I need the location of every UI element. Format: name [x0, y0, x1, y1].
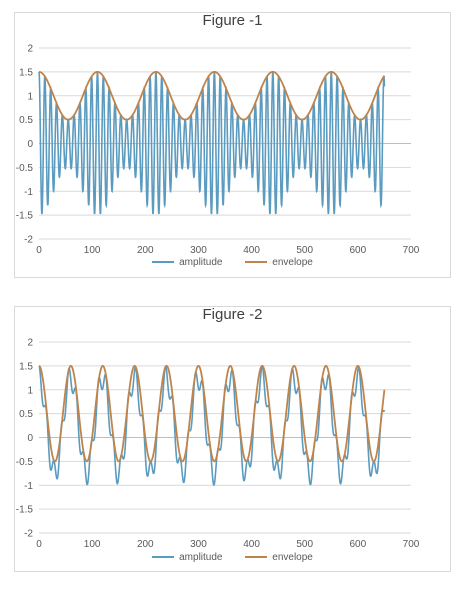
- chart-title: Figure -2: [202, 306, 263, 323]
- legend: amplitude envelope: [15, 550, 450, 563]
- legend-swatch-amplitude: [152, 261, 175, 263]
- y-tick-label: -1.5: [16, 211, 34, 222]
- series-amplitude-line: [38, 71, 386, 215]
- x-tick-label: 700: [403, 539, 420, 550]
- x-axis-ticks: 0 100 200 300 400 500 600 700: [36, 539, 420, 550]
- y-tick-label: -1: [24, 187, 33, 198]
- series-envelope-line: [38, 364, 386, 463]
- y-tick-label: 2: [27, 44, 33, 55]
- x-tick-label: 0: [36, 539, 42, 550]
- plot-area: 21.510.50-0.5-1-1.5-20 100 200 300 400 500 600…: [16, 44, 420, 257]
- x-tick-label: 400: [243, 245, 260, 256]
- x-tick-label: 500: [296, 245, 313, 256]
- legend-label-envelope: envelope: [272, 256, 313, 268]
- y-tick-label: -0.5: [16, 457, 34, 468]
- x-tick-label: 700: [403, 245, 420, 256]
- x-tick-label: 300: [190, 245, 207, 256]
- y-tick-label: 1: [27, 91, 33, 102]
- legend-swatch-envelope: [245, 261, 268, 263]
- y-axis-ticks: 2 1.5 1 0.5 0 -0.5 -1 -1.5 -2: [16, 44, 34, 246]
- chart-figure-2: Figure -2 2 1.5 1 0.5 0 -0.5 -1 -1.5 -2 0 100 200 30…: [14, 306, 451, 572]
- legend-swatch-amplitude: [152, 556, 175, 558]
- x-axis-ticks: 0 100 200 300 400 500 600 700: [36, 245, 420, 256]
- y-tick-label: -1: [24, 481, 33, 492]
- x-tick-label: 0: [36, 245, 42, 256]
- x-tick-label: 200: [137, 245, 154, 256]
- y-tick-label: 2: [27, 338, 33, 349]
- x-tick-label: 300: [190, 539, 207, 550]
- gridlines: [39, 341, 411, 534]
- y-tick-label: -2: [24, 529, 33, 540]
- y-tick-label: -1.5: [16, 505, 34, 516]
- y-tick-label: 0.5: [19, 115, 33, 126]
- legend-label-amplitude: amplitude: [179, 551, 223, 563]
- y-tick-label: 1.5: [19, 361, 33, 372]
- x-tick-label: 600: [350, 539, 367, 550]
- legend: amplitude envelope: [15, 255, 450, 268]
- x-tick-label: 200: [137, 539, 154, 550]
- legend-swatch-envelope: [245, 556, 268, 558]
- x-tick-label: 500: [296, 539, 313, 550]
- x-tick-label: 600: [350, 245, 367, 256]
- x-tick-label: 400: [243, 539, 260, 550]
- y-tick-label: -0.5: [16, 163, 34, 174]
- legend-item-envelope: envelope: [245, 257, 313, 268]
- plot-area: 21.510.50-0.5-1-1.5-20 100 200 300 400 500 600…: [16, 338, 420, 551]
- chart-title: Figure -1: [202, 12, 263, 29]
- chart-figure-1: Figure -1 2 1.5 1 0.5 0 -0.5 -1 -1.5 -2 0 100 200 30…: [14, 12, 451, 278]
- y-tick-label: 1.5: [19, 67, 33, 78]
- legend-item-envelope: envelope: [245, 552, 313, 563]
- legend-item-amplitude: amplitude: [152, 257, 222, 268]
- y-tick-label: -2: [24, 235, 33, 246]
- y-tick-label: 0.5: [19, 409, 33, 420]
- x-tick-label: 100: [84, 539, 101, 550]
- y-tick-label: 0: [27, 433, 33, 444]
- x-tick-label: 100: [84, 245, 101, 256]
- legend-label-envelope: envelope: [272, 551, 313, 563]
- series-envelope-line: [38, 70, 386, 121]
- series-amplitude-line: [38, 365, 386, 486]
- y-tick-label: 0: [27, 139, 33, 150]
- legend-label-amplitude: amplitude: [179, 256, 223, 268]
- legend-item-amplitude: amplitude: [152, 552, 222, 563]
- y-axis-ticks: 2 1.5 1 0.5 0 -0.5 -1 -1.5 -2: [16, 338, 34, 540]
- y-tick-label: 1: [27, 385, 33, 396]
